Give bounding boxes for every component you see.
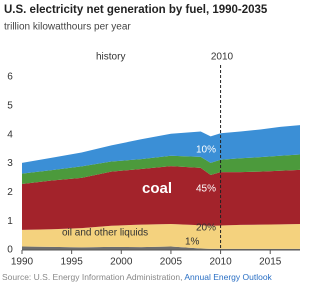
plot-area	[22, 125, 300, 250]
area	[22, 125, 300, 174]
area	[22, 246, 300, 250]
y-tick-label: 1	[7, 216, 13, 227]
vline-label: 2010	[211, 52, 234, 63]
x-tick-label: 1990	[11, 257, 34, 268]
y-tick-label: 0	[7, 245, 13, 256]
page: U.S. electricity net generation by fuel,…	[2, 4, 300, 283]
chart-subtitle: trillion kilowatthours per year	[4, 22, 131, 33]
source-text: Source: U.S. Energy Information Administ…	[2, 272, 182, 282]
source-link: Annual Energy Outlook	[184, 272, 272, 282]
series-label: oil and other liquids	[62, 228, 148, 239]
area	[22, 224, 300, 249]
annotation: 1%	[185, 237, 200, 248]
y-tick-label: 5	[7, 100, 13, 111]
x-tick-label: 2005	[160, 257, 183, 268]
chart: U.S. electricity net generation by fuel,…	[2, 4, 300, 282]
area	[22, 166, 300, 230]
annotation: 24%	[196, 123, 216, 134]
x-tick-label: 2015	[259, 257, 282, 268]
area	[22, 154, 300, 184]
annotation: 45%	[196, 184, 216, 195]
y-tick-label: 6	[7, 72, 13, 83]
series-label: natural gas	[85, 118, 165, 135]
y-tick-label: 3	[7, 158, 13, 169]
series-label: coal	[142, 180, 172, 197]
y-tick-label: 2	[7, 187, 13, 198]
x-tick-label: 1995	[61, 257, 84, 268]
annotation: history	[96, 52, 125, 63]
source: Source: U.S. Energy Information Administ…	[2, 272, 273, 282]
annotation: 10%	[196, 145, 216, 156]
x-tick-label: 2000	[110, 257, 133, 268]
y-tick-label: 4	[7, 129, 13, 140]
chart-title: U.S. electricity net generation by fuel,…	[4, 4, 268, 16]
annotation: 20%	[196, 223, 216, 234]
x-tick-label: 2010	[209, 257, 232, 268]
